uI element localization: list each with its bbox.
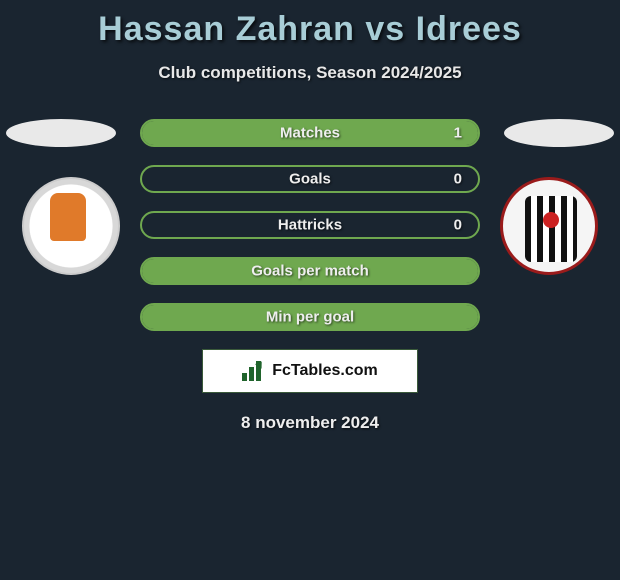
stat-row-hattricks: Hattricks 0 — [140, 211, 480, 239]
stat-label: Hattricks — [142, 217, 478, 234]
stat-row-min-per-goal: Min per goal — [140, 303, 480, 331]
stat-row-goals-per-match: Goals per match — [140, 257, 480, 285]
stat-row-goals: Goals 0 — [140, 165, 480, 193]
stat-value: 0 — [454, 217, 462, 234]
brand-chart-icon — [242, 361, 266, 381]
date-label: 8 november 2024 — [0, 413, 620, 433]
stat-value: 1 — [454, 125, 462, 142]
stat-label: Goals — [142, 171, 478, 188]
brand-box: FcTables.com — [202, 349, 418, 393]
club-badge-right — [500, 177, 598, 275]
comparison-content: Matches 1 Goals 0 Hattricks 0 Goals per … — [0, 119, 620, 433]
stat-value: 0 — [454, 171, 462, 188]
stats-list: Matches 1 Goals 0 Hattricks 0 Goals per … — [140, 119, 480, 331]
player-stand-left — [6, 119, 116, 147]
page-title: Hassan Zahran vs Idrees — [0, 0, 620, 49]
club-badge-left — [22, 177, 120, 275]
page-subtitle: Club competitions, Season 2024/2025 — [0, 63, 620, 83]
brand-text: FcTables.com — [272, 362, 378, 380]
player-stand-right — [504, 119, 614, 147]
stat-label: Goals per match — [142, 263, 478, 280]
stat-label: Matches — [142, 125, 478, 142]
stat-label: Min per goal — [142, 309, 478, 326]
stat-row-matches: Matches 1 — [140, 119, 480, 147]
